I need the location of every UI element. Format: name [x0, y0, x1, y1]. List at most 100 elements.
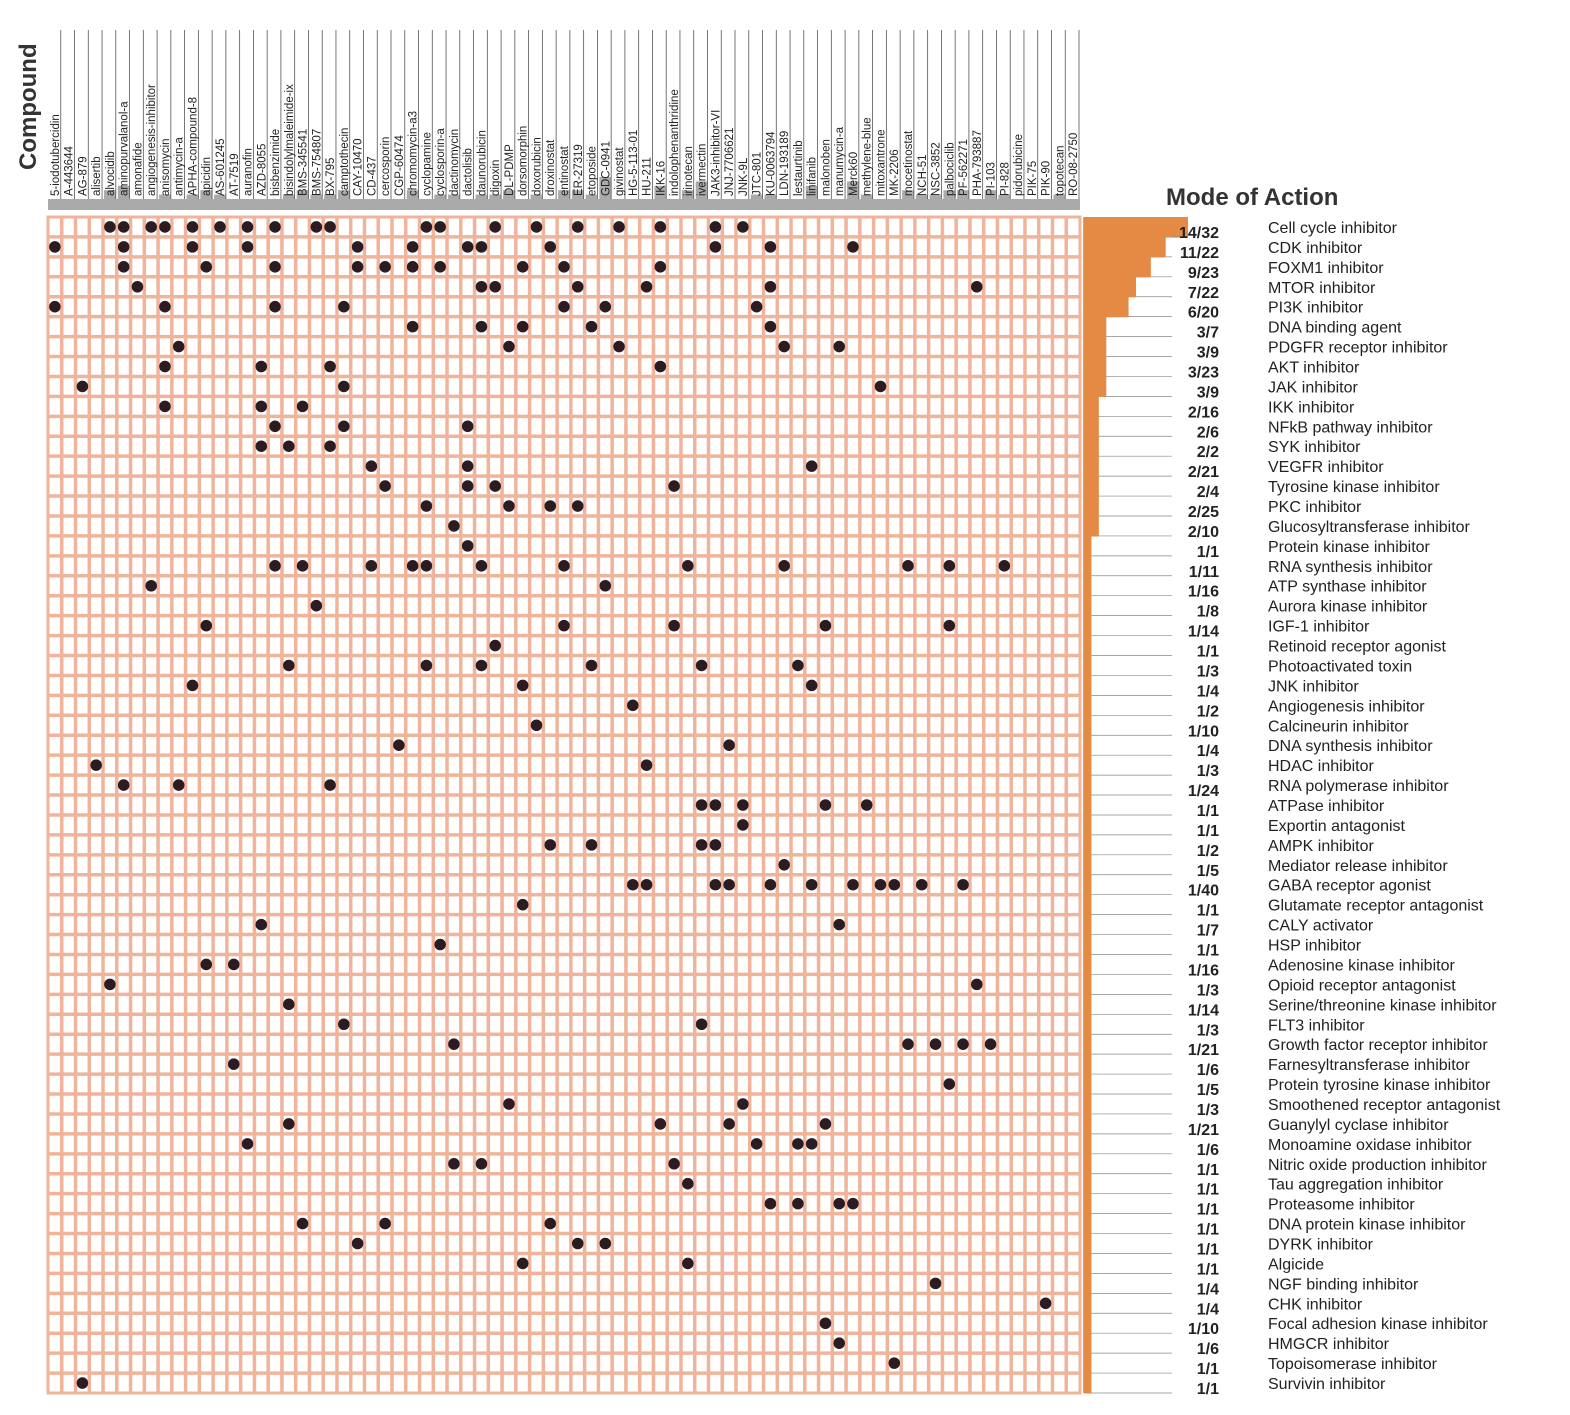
moa-ratio-label: 1/10: [1188, 1321, 1219, 1338]
moa-ratio-label: 2/16: [1188, 404, 1219, 421]
moa-label: HMGCR inhibitor: [1268, 1336, 1390, 1353]
compound-label: mitoxantrone: [875, 130, 887, 196]
hit-dot: [283, 440, 295, 452]
moa-ratio-label: 1/1: [1197, 1222, 1219, 1239]
moa-bar: [1084, 1094, 1092, 1115]
hit-dot: [324, 360, 336, 373]
moa-label: Serine/threonine kinase inhibitor: [1268, 997, 1497, 1014]
moa-bar: [1084, 1333, 1092, 1354]
hit-dot: [571, 280, 584, 293]
compound-hit-bar: [214, 194, 226, 210]
moa-bar: [1084, 635, 1092, 657]
moa-bar: [1084, 814, 1092, 836]
compound-label: givinostat: [614, 147, 626, 196]
moa-label: PDGFR receptor inhibitor: [1268, 340, 1448, 357]
moa-bar: [1084, 1153, 1092, 1175]
moa-bar: [1084, 456, 1099, 477]
compound-label: JNJ-7706621: [724, 128, 736, 196]
compound-label: JTC-801: [752, 152, 764, 196]
moa-label: CDK inhibitor: [1268, 240, 1363, 257]
hit-dot: [489, 639, 501, 652]
compound-label: apicidin: [201, 157, 213, 196]
hit-dot: [792, 659, 804, 672]
hit-dot: [516, 898, 529, 911]
hit-dot: [695, 1018, 708, 1031]
compound-label: AG-879: [77, 156, 89, 196]
compound-label: methylene-blue: [862, 117, 874, 196]
moa-ratio-label: 1/1: [1197, 544, 1219, 561]
compound-label: dactolisib: [463, 148, 475, 196]
hit-dot: [475, 1158, 488, 1170]
hit-dot: [516, 261, 529, 273]
hit-dot: [1039, 1297, 1052, 1310]
compound-label: HU-211: [642, 157, 654, 196]
hit-dot: [338, 1018, 350, 1031]
hit-dot: [489, 221, 501, 233]
compound-label: KU-0063794: [765, 131, 777, 196]
compound-label: NSC-3852: [931, 142, 943, 196]
hit-dot: [475, 659, 488, 672]
hit-dot: [448, 520, 460, 532]
moa-label: MTOR inhibitor: [1268, 280, 1376, 297]
hit-dot: [145, 579, 157, 592]
hit-dot: [365, 460, 378, 472]
moa-ratio-label: 1/14: [1188, 1002, 1219, 1019]
hit-dot: [461, 460, 474, 472]
compound-hit-bar: [943, 190, 956, 210]
moa-ratio-label: 2/6: [1197, 424, 1219, 441]
hit-dot: [654, 360, 667, 373]
hit-dot: [764, 280, 777, 293]
compound-label: AS-601245: [215, 138, 227, 196]
hit-dot: [737, 1098, 749, 1110]
hit-dot: [530, 719, 543, 732]
moa-ratio-label: 1/6: [1197, 1142, 1219, 1159]
hit-dot: [159, 360, 171, 373]
moa-ratio-label: 1/1: [1197, 903, 1219, 920]
hit-dot: [172, 340, 185, 353]
hit-dot: [461, 540, 474, 552]
moa-ratio-label: 1/4: [1197, 1281, 1219, 1298]
compound-hit-bar: [406, 190, 419, 210]
moa-bar: [1084, 695, 1092, 716]
compound-hit-bar: [585, 194, 598, 210]
hit-dot: [420, 560, 433, 572]
compound-hit-bar: [448, 194, 460, 210]
moa-label: Guanylyl cyclase inhibitor: [1268, 1117, 1449, 1134]
compound-label: RO-08-2750: [1068, 133, 1080, 196]
compound-hit-bar: [296, 190, 309, 210]
moa-label: Glutamate receptor antagonist: [1268, 898, 1484, 915]
hit-dot: [227, 958, 240, 971]
hit-dot: [723, 739, 735, 751]
moa-bar: [1084, 256, 1151, 278]
hit-dot: [558, 261, 570, 273]
moa-label: ATPase inhibitor: [1268, 798, 1385, 815]
moa-ratio-label: 1/6: [1197, 1341, 1219, 1358]
moa-label: JAK inhibitor: [1268, 379, 1358, 396]
moa-ratio-label: 1/14: [1188, 624, 1219, 641]
hit-dot: [668, 619, 680, 632]
moa-label: Mediator release inhibitor: [1268, 858, 1448, 875]
compound-label: CAY-10470: [353, 138, 365, 196]
moa-bar: [1084, 496, 1099, 517]
hit-dot: [461, 420, 474, 433]
moa-label: Photoactivated toxin: [1268, 658, 1412, 675]
moa-ratio-label: 1/2: [1197, 843, 1219, 860]
compound-axis-title: Compound: [15, 43, 42, 170]
moa-ratio-label: 1/40: [1188, 883, 1219, 900]
moa-label: AMPK inhibitor: [1268, 838, 1374, 855]
hit-dot: [117, 221, 130, 233]
hit-dot: [117, 241, 130, 253]
hit-dot: [269, 420, 281, 433]
moa-label: IKK inhibitor: [1268, 399, 1355, 416]
hit-dot: [324, 779, 336, 791]
hit-dot: [324, 221, 336, 233]
compound-label: PIK-90: [1041, 161, 1053, 196]
compound-label: BMS-345541: [298, 129, 310, 196]
hit-dot: [764, 320, 777, 333]
moa-ratio-label: 1/16: [1188, 584, 1219, 601]
compound-label: JNK-9L: [738, 157, 750, 196]
moa-bar: [1084, 515, 1099, 537]
moa-ratio-label: 2/25: [1188, 504, 1219, 521]
